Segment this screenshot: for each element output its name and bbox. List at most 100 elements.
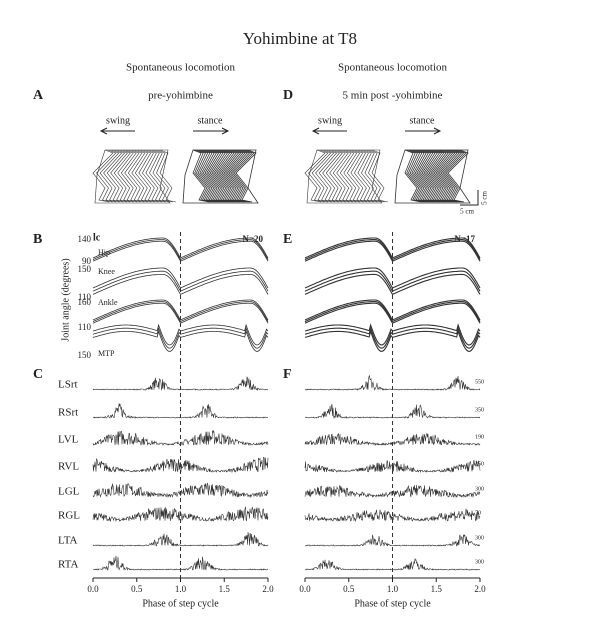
stick (96, 149, 117, 203)
emg-scale: 70 (475, 510, 481, 516)
emg-trace (304, 508, 481, 523)
muscle-label: LTA (58, 535, 78, 547)
stick (350, 149, 367, 203)
stick (152, 149, 170, 203)
stick (127, 149, 145, 203)
stick (318, 149, 338, 203)
muscle-label: RGL (58, 510, 80, 522)
muscle-label: RTA (58, 559, 79, 571)
stick (447, 149, 469, 203)
x-tick-label: 0.5 (343, 584, 355, 594)
figure-outline (306, 149, 383, 204)
muscle-label: LSrt (58, 379, 78, 391)
stick-figure (182, 149, 259, 204)
panel-letter: A (33, 88, 44, 103)
joint-trace (304, 239, 481, 261)
figure-outline (394, 149, 471, 204)
swing-label: swing (318, 115, 342, 126)
figure-title: Yohimbine at T8 (243, 29, 357, 48)
stick (145, 149, 162, 203)
scale-bar-h: 5 cm (460, 208, 474, 216)
joint-trace (304, 301, 481, 323)
panel-heading: Spontaneous locomotion (126, 62, 236, 74)
joint-trace (304, 326, 481, 349)
joint-name: Ankle (98, 298, 118, 307)
stick (371, 149, 389, 203)
joint-tick-label: 90 (82, 256, 92, 266)
x-tick-label: 1.0 (175, 584, 187, 594)
stick (343, 149, 360, 203)
joint-trace (304, 273, 481, 296)
emg-scale: 550 (475, 379, 484, 385)
stick (315, 149, 335, 203)
panel-subheading: pre-yohimbine (148, 90, 213, 102)
x-tick-label: 1.5 (431, 584, 443, 594)
figure-outline (182, 149, 259, 204)
stick (124, 149, 141, 203)
stick (346, 149, 364, 203)
stick (368, 149, 385, 203)
stick (357, 149, 374, 203)
x-tick-label: 0.5 (131, 584, 143, 594)
stick (117, 149, 134, 203)
stick (138, 149, 155, 203)
stick-figure (394, 149, 471, 204)
x-tick-label: 1.5 (219, 584, 231, 594)
muscle-label: LGL (58, 486, 80, 498)
stick (325, 149, 343, 203)
stick (103, 149, 123, 203)
stick (329, 149, 346, 203)
animal-label: lc (93, 232, 101, 243)
x-tick-label: 1.0 (387, 584, 399, 594)
emg-trace (304, 534, 480, 547)
stick (142, 149, 159, 203)
scale-bar (460, 190, 479, 206)
x-tick-label: 2.0 (262, 584, 274, 594)
joint-tick-label: 140 (78, 234, 92, 244)
x-axis-label: Phase of step cycle (142, 598, 219, 609)
x-tick-label: 0.0 (87, 584, 99, 594)
panel-subheading: 5 min post -yohimbine (343, 90, 443, 102)
emg-scale: 190 (475, 434, 484, 440)
panel-letter: C (33, 367, 43, 382)
stick (311, 149, 332, 203)
joint-name: Knee (98, 267, 115, 276)
stick (159, 149, 177, 203)
emg-scale: 350 (475, 407, 484, 413)
emg-scale: 300 (475, 486, 484, 492)
joint-tick-label: 150 (78, 264, 92, 274)
panel-letter: F (283, 367, 292, 382)
stick (304, 149, 326, 203)
stick (92, 149, 114, 203)
emg-scale: 300 (475, 535, 484, 541)
x-tick-label: 0.0 (299, 584, 311, 594)
stick (354, 149, 371, 203)
stick (110, 149, 128, 203)
joint-trace (92, 301, 269, 323)
stick-figure (92, 149, 177, 204)
stick (332, 149, 350, 203)
stick (134, 149, 152, 203)
stick (113, 149, 131, 203)
joint-tick-label: 160 (78, 297, 92, 307)
muscle-label: LVL (58, 434, 79, 446)
emg-scale: 350 (475, 461, 484, 467)
emg-trace (92, 456, 269, 474)
joint-name: MTP (98, 349, 115, 358)
stick (106, 149, 126, 203)
panel-heading: Spontaneous locomotion (338, 62, 448, 74)
stick (235, 149, 257, 203)
y-axis-label: Joint angle (degrees) (60, 258, 71, 341)
stick (156, 149, 173, 203)
scale-bar-v: 5 cm (481, 191, 489, 205)
joint-name: Hip (98, 248, 110, 257)
stick (149, 149, 166, 203)
stance-label: stance (410, 115, 436, 126)
stick (131, 149, 148, 203)
stance-arrow (405, 127, 442, 135)
figure-outline (94, 149, 171, 204)
panel-letter: B (33, 232, 42, 247)
stance-arrow (193, 127, 230, 135)
emg-trace (92, 532, 269, 547)
